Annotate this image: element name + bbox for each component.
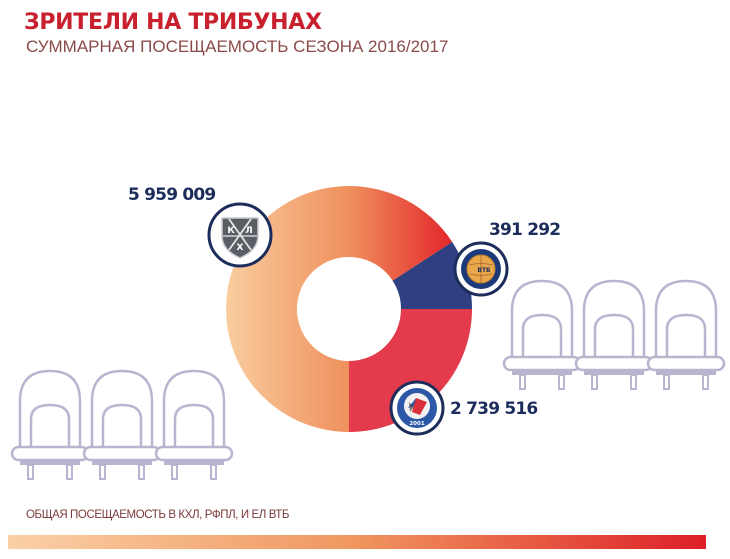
seat-icon xyxy=(154,369,234,481)
svg-text:ВТБ: ВТБ xyxy=(477,267,491,274)
page-title: ЗРИТЕЛИ НА ТРИБУНАХ xyxy=(24,10,322,35)
segment-vtb xyxy=(392,242,473,309)
khl-value-label: 5 959 009 xyxy=(128,185,216,205)
svg-text:К: К xyxy=(227,226,235,236)
segment-khl xyxy=(226,186,453,432)
seat-icon xyxy=(502,279,582,391)
seat-row-left xyxy=(10,369,234,481)
page-subtitle: СУММАРНАЯ ПОСЕЩАЕМОСТЬ СЕЗОНА 2016/2017 xyxy=(26,37,449,56)
segment-rfpl xyxy=(349,309,472,432)
svg-text:Л: Л xyxy=(245,226,252,236)
seat-row-right xyxy=(502,279,726,391)
khl-logo-icon: К Л Х xyxy=(207,202,273,268)
footnote: ОБЩАЯ ПОСЕЩАЕМОСТЬ В КХЛ, РФПЛ, И ЕЛ ВТБ xyxy=(26,509,289,521)
seat-icon xyxy=(574,279,654,391)
vtb-value-label: 391 292 xyxy=(489,220,561,240)
svg-text:Х: Х xyxy=(237,243,244,253)
vtb-league-logo-icon: ВТБ xyxy=(453,241,509,297)
rfpl-value-label: 2 739 516 xyxy=(450,399,538,419)
rfpl-logo-icon: 2001 xyxy=(389,380,445,436)
seat-icon xyxy=(82,369,162,481)
gradient-bar xyxy=(8,535,706,549)
seat-icon xyxy=(10,369,90,481)
seat-icon xyxy=(646,279,726,391)
svg-text:2001: 2001 xyxy=(409,421,424,427)
